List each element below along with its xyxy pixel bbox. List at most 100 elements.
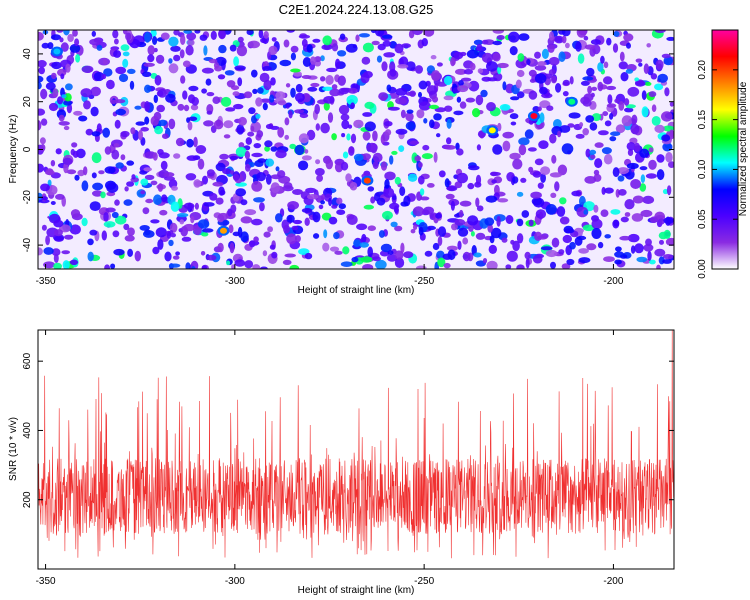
heatmap-cell — [277, 127, 285, 138]
heatmap-cell — [320, 55, 325, 62]
heatmap-cell — [158, 119, 168, 127]
heatmap-cell — [124, 186, 129, 192]
heatmap-cell — [598, 130, 609, 136]
heatmap-cell — [562, 91, 569, 97]
heatmap-cell — [516, 218, 524, 227]
heatmap-cell — [328, 216, 338, 225]
heatmap-cell — [59, 37, 64, 43]
heatmap-cell — [539, 86, 548, 95]
heatmap-cell — [583, 209, 588, 215]
heatmap-cell — [320, 76, 326, 82]
heatmap-cell — [201, 232, 209, 237]
top-x-ticks: -350 -300 -250 -200 — [36, 30, 624, 287]
heatmap-cell — [412, 206, 425, 217]
heatmap-cell — [78, 115, 88, 122]
heatmap-cell — [364, 121, 376, 132]
heatmap-cell — [351, 256, 359, 263]
heatmap-cell — [475, 232, 486, 240]
heatmap-cell — [197, 219, 210, 229]
heatmap-cell — [508, 31, 520, 43]
heatmap-cell — [551, 154, 557, 164]
heatmap-cell — [275, 149, 287, 159]
heatmap-cell — [380, 96, 387, 101]
heatmap-cell — [534, 158, 544, 166]
colorbar-ramp — [711, 29, 739, 270]
top-x-tick-label: -300 — [225, 276, 245, 287]
heatmap-cell — [612, 219, 620, 229]
heatmap-cell — [71, 142, 78, 148]
heatmap-cell — [656, 264, 661, 269]
heatmap-cell — [604, 234, 611, 239]
heatmap-cell — [222, 168, 232, 175]
heatmap-cell — [367, 225, 376, 231]
heatmap-cell — [77, 169, 85, 177]
heatmap-cell — [584, 44, 596, 50]
heatmap-cell — [510, 239, 515, 245]
heatmap-cell — [372, 152, 383, 163]
heatmap-cell — [270, 146, 278, 152]
heatmap-cell — [472, 108, 481, 118]
heatmap-cell — [180, 34, 186, 45]
heatmap-cell — [292, 219, 303, 225]
heatmap-cell — [590, 39, 602, 45]
heatmap-cell — [476, 205, 484, 212]
heatmap-cell — [395, 88, 408, 96]
heatmap-cell — [547, 44, 555, 53]
heatmap-cell — [502, 140, 511, 152]
heatmap-cell — [444, 105, 453, 112]
heatmap-cell — [294, 144, 305, 156]
heatmap-cell — [115, 162, 124, 169]
top-y-tick-label: 40 — [22, 48, 33, 60]
heatmap-cell — [255, 113, 261, 119]
heatmap-cell — [219, 153, 229, 160]
heatmap-cell — [630, 179, 641, 189]
heatmap-cell — [429, 119, 435, 129]
heatmap-cell — [283, 39, 290, 48]
heatmap-cell — [153, 194, 162, 205]
heatmap-cell — [41, 42, 50, 49]
heatmap-cell — [251, 218, 263, 226]
heatmap-cell — [288, 110, 293, 119]
heatmap-cell — [62, 157, 73, 165]
heatmap-cell — [476, 44, 483, 51]
heatmap-cell — [55, 148, 62, 155]
heatmap-cell — [51, 72, 57, 80]
heatmap-cell — [367, 186, 375, 192]
heatmap-cell — [201, 88, 208, 94]
heatmap-cell — [104, 166, 116, 174]
heatmap-cell — [662, 259, 672, 264]
heatmap-cell — [610, 131, 621, 136]
heatmap-cell — [538, 211, 544, 220]
heatmap-cell — [236, 124, 245, 135]
heatmap-cell — [635, 80, 646, 87]
heatmap-cell — [244, 150, 250, 160]
heatmap-cell — [253, 143, 262, 149]
heatmap-cell — [186, 138, 194, 148]
heatmap-cell — [510, 121, 517, 126]
heatmap-cell — [112, 30, 119, 39]
heatmap-cell — [47, 179, 52, 187]
heatmap-cell — [229, 242, 235, 254]
heatmap-cell — [114, 38, 119, 45]
heatmap-cell — [382, 210, 393, 220]
heatmap-cell — [490, 227, 502, 239]
heatmap-cell — [284, 134, 290, 140]
heatmap-cell — [466, 49, 479, 59]
heatmap-cell — [633, 142, 641, 152]
heatmap-cell — [394, 43, 404, 54]
heatmap-cell — [100, 191, 106, 199]
heatmap-cell — [481, 39, 489, 45]
heatmap-cell — [264, 145, 270, 152]
heatmap-cell — [494, 184, 500, 195]
heatmap-cell — [122, 51, 130, 57]
colorbar-tick-label: 0.00 — [697, 259, 708, 279]
heatmap-cell — [305, 187, 317, 194]
heatmap-cell — [353, 153, 364, 161]
heatmap-cell — [290, 52, 296, 61]
heatmap-cell — [143, 230, 155, 238]
heatmap-cell — [521, 210, 530, 218]
heatmap-cell — [481, 76, 492, 82]
heatmap-cell — [350, 133, 357, 144]
heatmap-cell — [323, 102, 330, 111]
heatmap-cell — [327, 112, 334, 123]
